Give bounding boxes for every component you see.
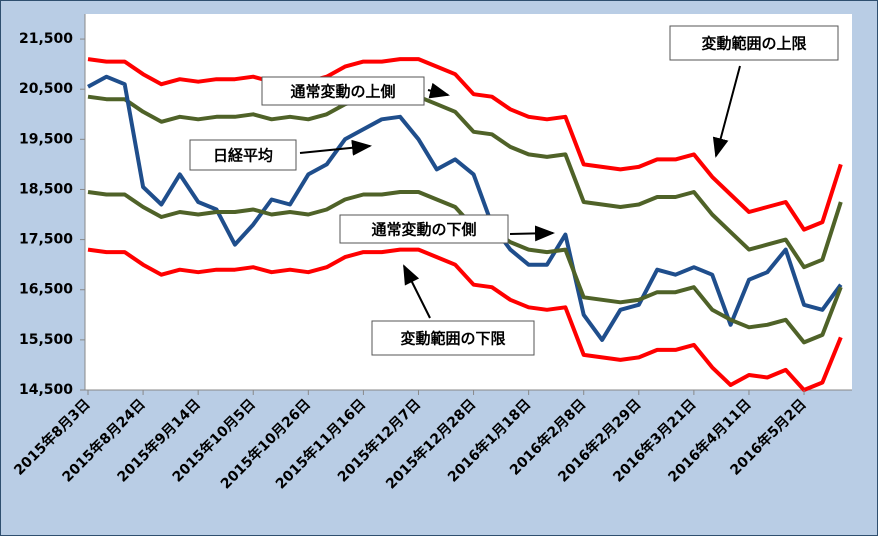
series-line bbox=[87, 57, 843, 232]
annotation-arrow bbox=[403, 264, 431, 319]
y-tick-label: 14,500 bbox=[19, 382, 73, 398]
y-tick-label: 17,500 bbox=[19, 232, 73, 248]
y-tick-label: 18,500 bbox=[19, 181, 73, 197]
annotation-label: 日経平均 bbox=[213, 147, 273, 165]
series-line bbox=[87, 247, 843, 392]
annotation-box bbox=[669, 25, 839, 61]
annotation-box bbox=[371, 320, 535, 356]
y-tick-label: 15,500 bbox=[19, 332, 73, 348]
annotation-label: 通常変動の上側 bbox=[290, 83, 395, 101]
annotation-arrow bbox=[299, 139, 372, 156]
annotation-arrow bbox=[427, 82, 450, 99]
series-line bbox=[87, 74, 843, 342]
annotation-arrow bbox=[509, 225, 555, 242]
series-line bbox=[87, 94, 843, 270]
y-tick-label: 19,500 bbox=[19, 131, 73, 147]
y-tick-label: 21,500 bbox=[19, 31, 73, 47]
annotation-label: 変動範囲の下限 bbox=[400, 330, 505, 348]
annotation-box bbox=[339, 214, 509, 244]
annotation-box bbox=[189, 139, 297, 171]
annotation-box bbox=[261, 76, 425, 106]
y-tick-label: 16,500 bbox=[19, 282, 73, 298]
y-tick-label: 20,500 bbox=[19, 81, 73, 97]
annotation-label: 通常変動の下側 bbox=[371, 221, 476, 239]
annotation-label: 変動範囲の上限 bbox=[701, 35, 806, 53]
annotation-arrow bbox=[712, 65, 741, 158]
